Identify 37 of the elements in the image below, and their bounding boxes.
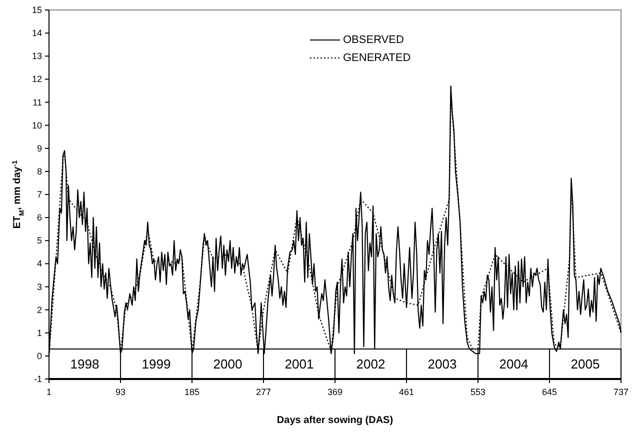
x-tick-label: 185	[184, 387, 200, 397]
x-tick-label: 553	[470, 387, 486, 397]
band-label: 2001	[284, 356, 314, 372]
x-tick-label: 737	[613, 387, 629, 397]
y-tick-label: 14	[32, 28, 42, 38]
y-tick-label: 6	[36, 212, 42, 223]
band-label: 2002	[356, 356, 386, 372]
y-tick-label: 15	[32, 5, 42, 15]
x-tick-label: 93	[115, 387, 126, 397]
y-tick-label: 8	[36, 166, 42, 176]
y-tick-label: -1	[34, 374, 42, 384]
y-tick-label: 11	[32, 97, 42, 108]
y-tick-label: 9	[36, 143, 42, 154]
legend-label: GENERATED	[343, 52, 411, 64]
band-label: 2003	[428, 356, 457, 372]
x-tick-label: 645	[542, 387, 558, 397]
y-tick-label: 3	[36, 282, 42, 292]
y-tick-label: 10	[32, 120, 42, 130]
x-tick-label: 277	[256, 387, 272, 397]
y-tick-label: 4	[36, 258, 42, 269]
y-tick-label: 7	[36, 190, 42, 200]
y-tick-label: 1	[36, 328, 42, 338]
band-label: 2005	[570, 356, 600, 372]
band-label: 1998	[70, 356, 100, 372]
y-tick-label: 0	[36, 350, 42, 361]
band-label: 2000	[213, 356, 242, 372]
band-label: 1999	[142, 356, 171, 372]
y-tick-label: 2	[36, 304, 42, 315]
y-tick-label: 12	[32, 74, 42, 84]
x-tick-label: 461	[398, 387, 414, 397]
y-tick-label: 5	[36, 236, 42, 246]
legend-label: OBSERVED	[343, 34, 404, 46]
x-tick-label: 1	[46, 387, 52, 397]
band-label: 2004	[499, 356, 528, 372]
x-tick-label: 369	[327, 387, 343, 397]
x-axis-title: Days after sowing (DAS)	[276, 415, 394, 426]
y-tick-label: 13	[32, 51, 42, 62]
